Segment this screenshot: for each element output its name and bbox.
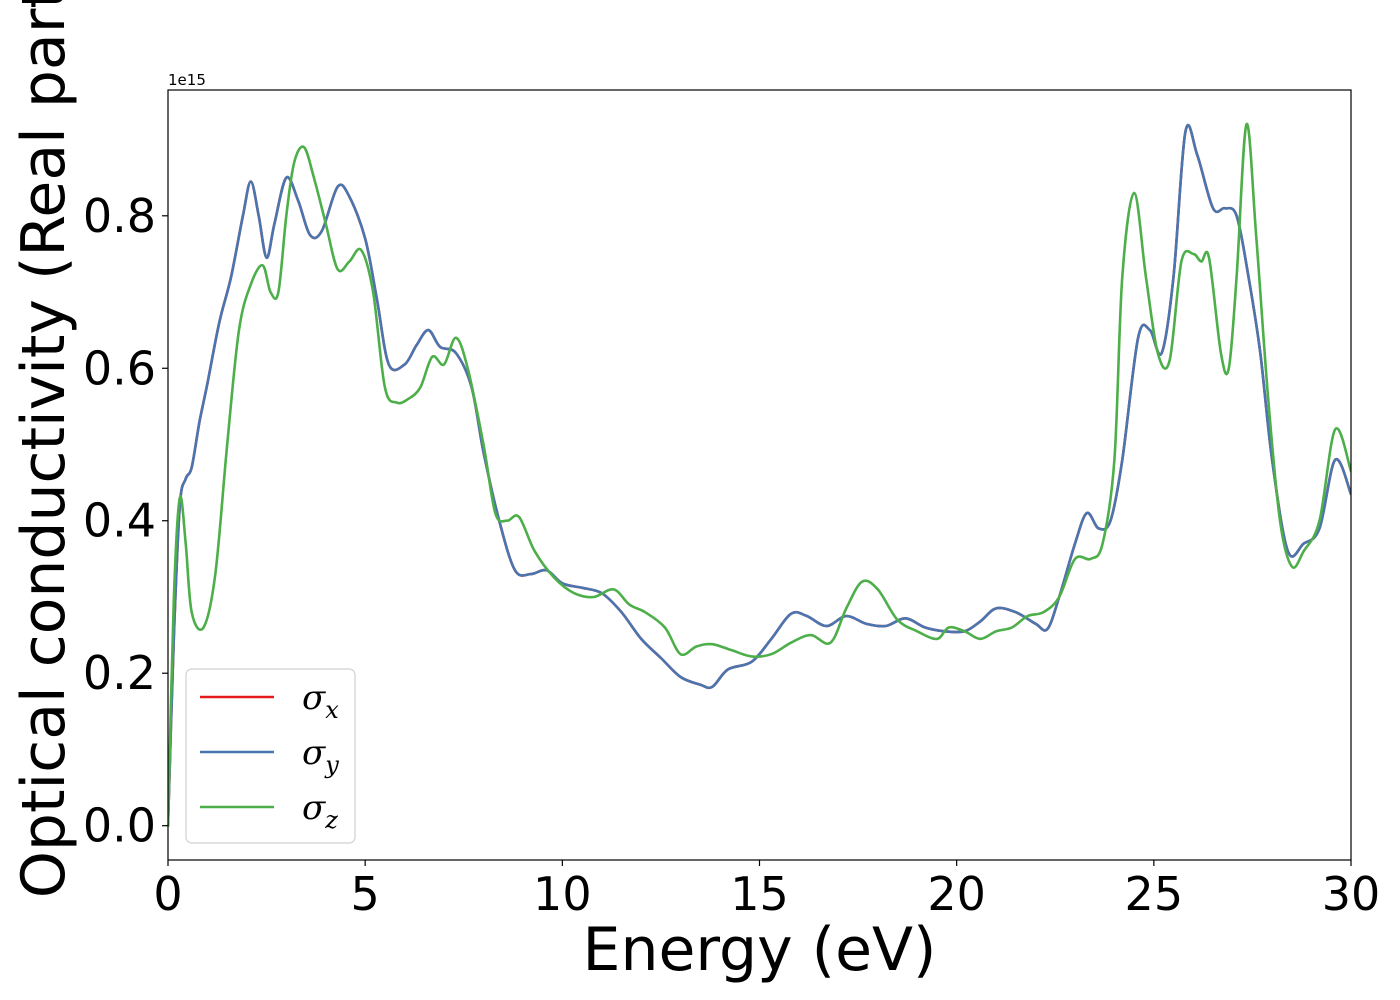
x-tick-label: 5	[351, 867, 380, 921]
y-axis-label: Optical conductivity (Real part)	[9, 0, 79, 898]
y-tick-label: 0.8	[83, 189, 156, 243]
x-tick-label: 30	[1322, 867, 1381, 921]
legend-item-sigma-y: σy	[200, 733, 339, 779]
x-tick-label: 10	[533, 867, 592, 921]
legend-label: σx	[302, 678, 339, 724]
y-axis-ticks: 0.0 0.2 0.4 0.6 0.8	[83, 189, 168, 853]
series-sigma-z-line	[168, 122, 1351, 827]
series-sigma-y-line	[168, 123, 1351, 827]
x-tick-label: 20	[927, 867, 986, 921]
legend-box	[185, 668, 356, 844]
series-layer	[168, 122, 1351, 827]
x-axis-ticks: 0 5 10 15 20 25 30	[153, 860, 1380, 921]
x-tick-label: 0	[153, 867, 182, 921]
y-tick-label: 0.0	[83, 799, 156, 853]
y-axis-offset-text: 1e15	[168, 71, 206, 89]
legend-label: σy	[302, 733, 339, 779]
x-tick-label: 25	[1125, 867, 1184, 921]
x-axis-label: Energy (eV)	[583, 915, 937, 985]
x-tick-label: 15	[730, 867, 789, 921]
y-tick-label: 0.6	[83, 341, 156, 395]
y-tick-label: 0.2	[83, 646, 156, 700]
legend-item-sigma-x: σx	[200, 678, 339, 724]
y-tick-label: 0.4	[83, 494, 156, 548]
